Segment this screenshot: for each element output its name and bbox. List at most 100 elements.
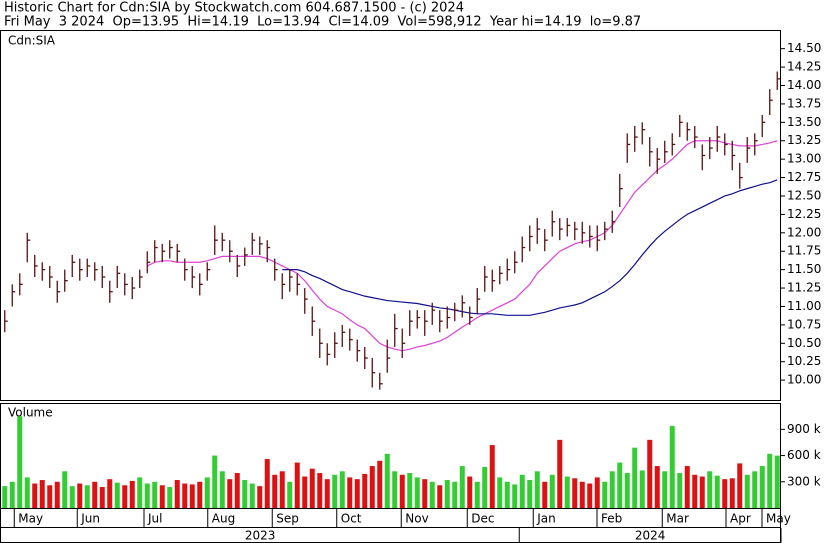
x-tick-label: Jul (147, 512, 162, 526)
volume-bar (219, 471, 225, 508)
volume-bar (212, 455, 218, 508)
volume-bar (129, 480, 135, 508)
volume-bar (144, 483, 150, 508)
volume-bar (234, 473, 240, 508)
y-tick-label: 13.25 (787, 133, 821, 147)
volume-bar (662, 471, 668, 508)
volume-bar (399, 474, 405, 508)
volume-bar (707, 471, 713, 508)
volume-bar (617, 462, 623, 508)
y-tick-label: 11.25 (787, 281, 821, 295)
volume-bar (639, 470, 645, 508)
volume-bar (2, 486, 8, 508)
volume-bar (474, 481, 480, 508)
volume-bar (572, 478, 578, 508)
y-tick-label: 10.25 (787, 354, 821, 368)
chart-title: Historic Chart for Cdn:SIA by Stockwatch… (4, 1, 464, 16)
volume-bar (369, 466, 375, 508)
volume-bar (99, 487, 105, 508)
year-label: 2024 (635, 529, 666, 543)
volume-bar (294, 462, 300, 508)
volume-bar (279, 471, 285, 508)
x-tick-label: Oct (341, 512, 362, 526)
volume-bar (264, 459, 270, 508)
moving-average (282, 179, 778, 316)
volume-bar (512, 484, 518, 508)
y-tick-label: 11.00 (787, 299, 821, 313)
x-tick-label: Feb (601, 512, 622, 526)
volume-bar (759, 466, 765, 508)
volume-bar (242, 480, 248, 508)
volume-bar (549, 474, 555, 508)
volume-bar (84, 485, 90, 508)
volume-bar (527, 480, 533, 508)
volume-bar (624, 473, 630, 508)
y-tick-label: 11.50 (787, 262, 821, 276)
y-tick-label: 10.50 (787, 336, 821, 350)
volume-bar (152, 481, 158, 508)
volume-bar (594, 477, 600, 508)
volume-bar (692, 474, 698, 508)
volume-bar (114, 482, 120, 508)
y-tick-label: 12.75 (787, 170, 821, 184)
volume-bar (752, 471, 758, 508)
x-tick-label: Mar (666, 512, 689, 526)
volume-bar (729, 478, 735, 508)
volume-bar (744, 474, 750, 508)
volume-bar (62, 471, 68, 508)
y-tick-label: 10.75 (787, 317, 821, 331)
volume-bar (189, 484, 195, 508)
volume-bar (579, 481, 585, 508)
volume-bar (182, 483, 188, 508)
y-tick-label: 10.00 (787, 373, 821, 387)
volume-bar (647, 439, 653, 508)
symbol-label: Cdn:SIA (8, 34, 56, 48)
volume-bar (317, 473, 323, 508)
volume-bar (24, 477, 30, 508)
x-tick-label: Dec (471, 512, 494, 526)
volume-bar (332, 474, 338, 508)
volume-bar (774, 455, 780, 508)
volume-bar (324, 479, 330, 508)
volume-bar (444, 480, 450, 508)
volume-bar (392, 471, 398, 508)
volume-bar (684, 466, 690, 508)
volume-tick-label: 300 k (787, 474, 821, 488)
volume-bar (249, 483, 255, 508)
volume-bar (122, 485, 128, 508)
volume-bar (17, 416, 23, 508)
volume-bar (69, 486, 75, 508)
volume-bar (9, 481, 15, 508)
volume-bar (272, 474, 278, 508)
volume-bar (482, 466, 488, 508)
volume-bar (159, 485, 165, 508)
volume-bar (519, 474, 525, 508)
x-tick-label: Sep (276, 512, 299, 526)
volume-bar (384, 453, 390, 508)
volume-bar (309, 468, 315, 508)
volume-bar (54, 481, 60, 508)
volume-tick-label: 900 k (787, 422, 821, 436)
volume-bar (339, 471, 345, 508)
volume-bar (489, 445, 495, 508)
volume-bar (227, 479, 233, 508)
x-tick-label: Nov (405, 512, 428, 526)
volume-bar (422, 479, 428, 508)
volume-bar (47, 485, 53, 508)
volume-label: Volume (8, 406, 53, 420)
volume-bar (197, 481, 203, 508)
volume-bar (587, 483, 593, 508)
volume-bar (497, 477, 503, 508)
volume-bar (677, 473, 683, 508)
volume-bar (767, 453, 773, 508)
volume-bar (39, 480, 45, 508)
volume-bar (302, 476, 308, 508)
volume-bar (467, 476, 473, 508)
y-tick-label: 12.00 (787, 225, 821, 239)
volume-bar (534, 471, 540, 508)
volume-bar (137, 477, 143, 508)
x-tick-label: Jan (536, 512, 556, 526)
x-tick-label: Aug (212, 512, 235, 526)
y-tick-label: 11.75 (787, 244, 821, 258)
